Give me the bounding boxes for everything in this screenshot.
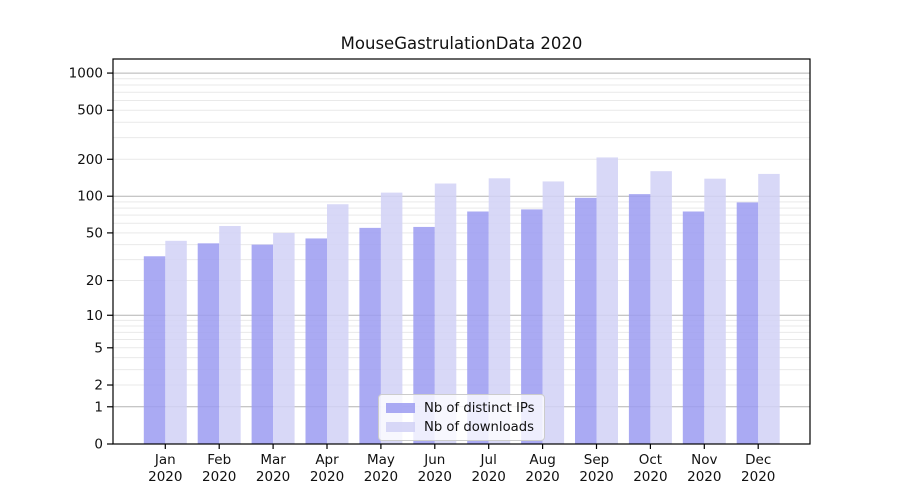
x-tick-label-year: 2020 bbox=[364, 469, 398, 485]
x-tick-label-sep: Sep bbox=[584, 452, 609, 468]
y-tick-label-2: 2 bbox=[94, 378, 103, 394]
bar-apr-ips bbox=[305, 238, 327, 444]
bar-dec-downloads bbox=[758, 173, 780, 444]
y-tick-label-20: 20 bbox=[86, 273, 103, 289]
y-tick-label-0: 0 bbox=[94, 437, 103, 453]
chart-title: MouseGastrulationData 2020 bbox=[340, 34, 583, 53]
bar-nov-ips bbox=[682, 211, 705, 444]
x-tick-label-jun: Jun bbox=[423, 452, 445, 468]
x-tick-label-may: May bbox=[367, 452, 395, 468]
x-tick-label-year: 2020 bbox=[633, 469, 667, 485]
x-tick-label-year: 2020 bbox=[256, 469, 290, 485]
bar-mar-downloads bbox=[273, 232, 295, 444]
legend-label: Nb of distinct IPs bbox=[424, 400, 535, 416]
bar-jun-downloads bbox=[434, 183, 457, 445]
y-tick-label-50: 50 bbox=[86, 225, 103, 241]
bar-jul-ips bbox=[467, 211, 489, 444]
x-tick-label-year: 2020 bbox=[202, 469, 236, 485]
x-tick-label-year: 2020 bbox=[579, 469, 613, 485]
bar-may-ips bbox=[359, 227, 381, 444]
legend: Nb of distinct IPs Nb of downloads bbox=[378, 394, 545, 441]
bar-oct-ips bbox=[628, 194, 651, 444]
bar-aug-ips bbox=[521, 209, 543, 444]
bar-feb-ips bbox=[197, 243, 220, 444]
x-tick-label-year: 2020 bbox=[741, 469, 775, 485]
x-tick-label-jul: Jul bbox=[480, 452, 497, 468]
x-tick-label-nov: Nov bbox=[691, 452, 717, 468]
y-tick-label-5: 5 bbox=[94, 340, 103, 356]
x-tick-label-apr: Apr bbox=[315, 452, 339, 468]
x-tick-label-year: 2020 bbox=[310, 469, 344, 485]
legend-item-distinct-ips: Nb of distinct IPs bbox=[386, 400, 536, 416]
bar-oct-downloads bbox=[650, 171, 672, 445]
y-tick-label-100: 100 bbox=[77, 189, 103, 205]
y-tick-label-200: 200 bbox=[77, 152, 103, 168]
y-tick-label-500: 500 bbox=[77, 103, 103, 119]
bar-jan-downloads bbox=[165, 240, 187, 444]
x-tick-label-year: 2020 bbox=[687, 469, 721, 485]
x-tick-label-year: 2020 bbox=[525, 469, 559, 485]
x-tick-label-jan: Jan bbox=[154, 452, 176, 468]
x-tick-label-year: 2020 bbox=[472, 469, 506, 485]
bar-may-downloads bbox=[380, 192, 403, 444]
x-tick-label-feb: Feb bbox=[207, 452, 231, 468]
bar-mar-ips bbox=[251, 244, 274, 444]
bar-apr-downloads bbox=[327, 204, 349, 444]
bar-dec-ips bbox=[736, 202, 759, 444]
bar-jun-ips bbox=[413, 226, 435, 444]
x-tick-label-aug: Aug bbox=[529, 452, 555, 468]
bar-feb-downloads bbox=[219, 225, 241, 444]
x-tick-label-year: 2020 bbox=[418, 469, 452, 485]
x-tick-label-mar: Mar bbox=[260, 452, 286, 468]
legend-item-downloads: Nb of downloads bbox=[386, 419, 536, 435]
bar-jul-downloads bbox=[488, 178, 511, 444]
plot-frame bbox=[112, 58, 811, 445]
y-tick-label-1: 1 bbox=[94, 399, 103, 415]
legend-label: Nb of downloads bbox=[424, 419, 534, 435]
bar-sep-downloads bbox=[596, 157, 618, 444]
bar-nov-downloads bbox=[704, 178, 726, 445]
y-tick-label-10: 10 bbox=[86, 308, 103, 324]
x-tick-label-year: 2020 bbox=[148, 469, 182, 485]
bar-sep-ips bbox=[575, 197, 597, 444]
legend-swatch-downloads bbox=[386, 422, 415, 432]
bar-aug-downloads bbox=[542, 181, 565, 445]
x-tick-label-dec: Dec bbox=[745, 452, 771, 468]
bar-jan-ips bbox=[143, 256, 166, 444]
legend-swatch-distinct-ips bbox=[386, 403, 415, 413]
y-tick-label-1000: 1000 bbox=[69, 66, 103, 82]
x-tick-label-oct: Oct bbox=[639, 452, 662, 468]
